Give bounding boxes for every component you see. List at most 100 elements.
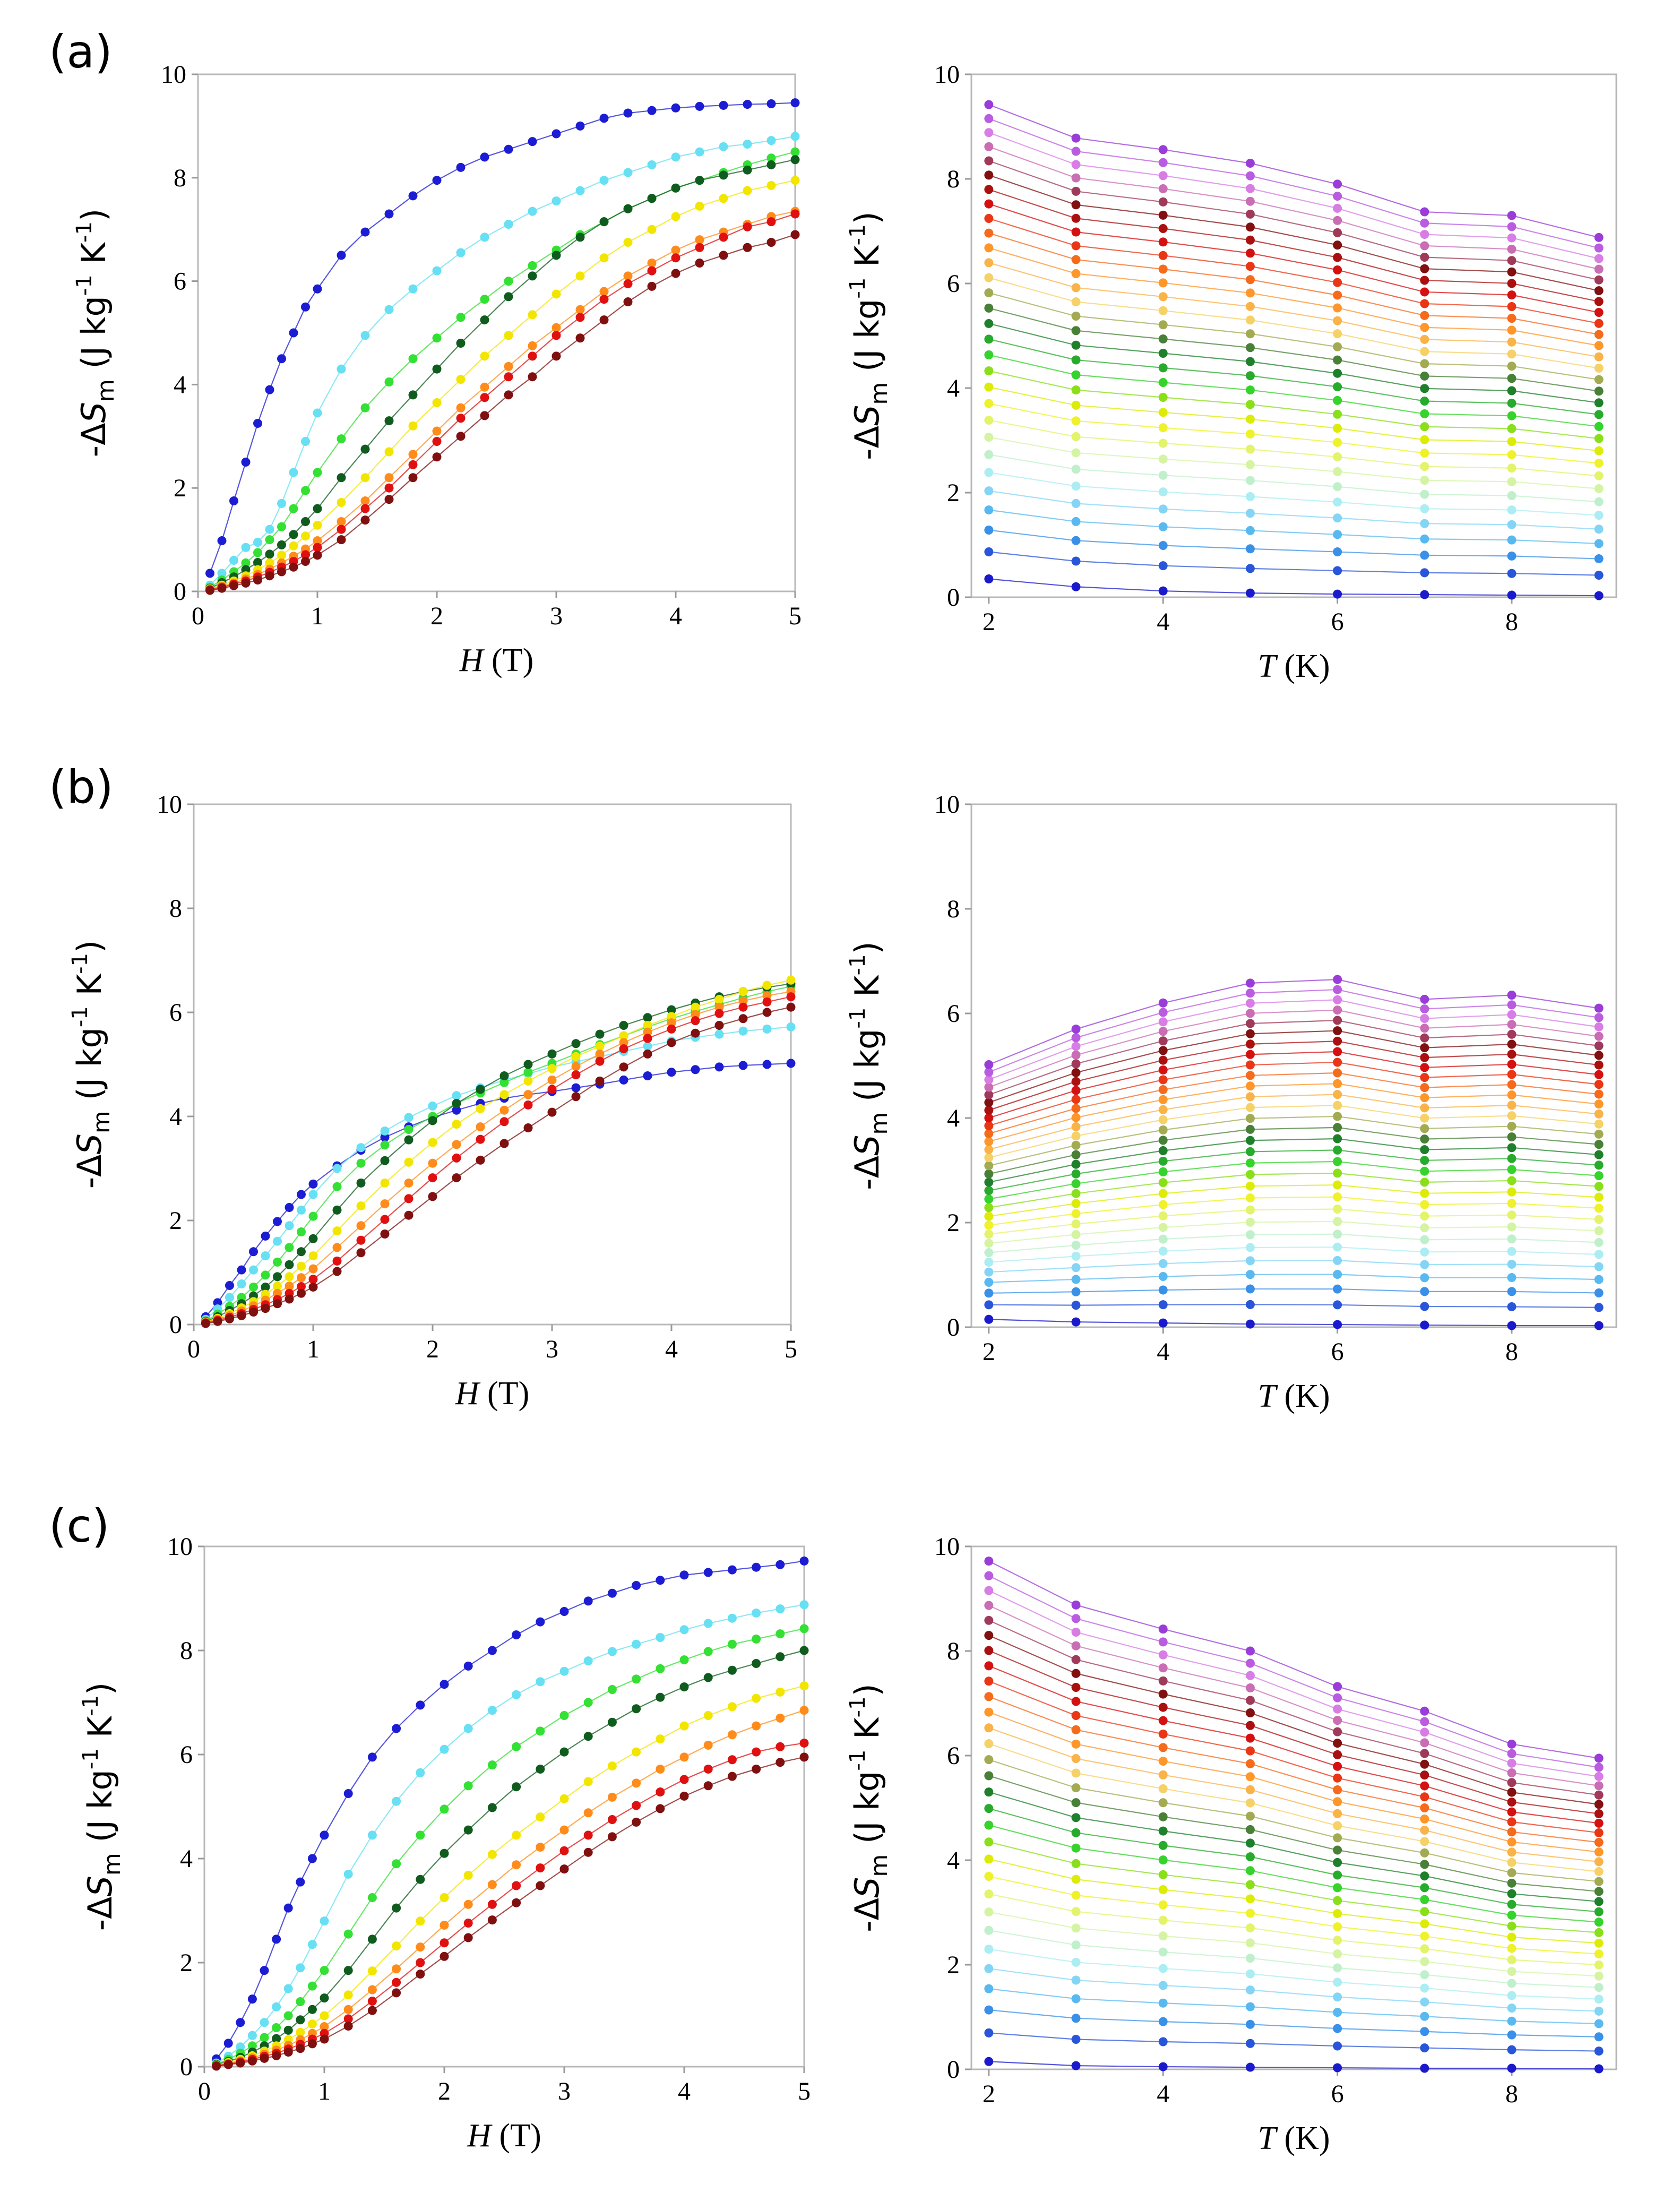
data-point bbox=[1333, 1192, 1342, 1202]
y-tick-label: 2 bbox=[947, 1209, 960, 1237]
data-point bbox=[408, 460, 418, 469]
data-point bbox=[297, 1247, 306, 1257]
data-point bbox=[308, 1282, 318, 1292]
data-point bbox=[647, 106, 657, 115]
data-point bbox=[1333, 1909, 1342, 1919]
data-point bbox=[1245, 1170, 1255, 1179]
data-point bbox=[1507, 1176, 1517, 1185]
data-point bbox=[260, 1966, 269, 1975]
data-point bbox=[1594, 2019, 1604, 2028]
data-point bbox=[984, 1230, 994, 1239]
data-point bbox=[301, 486, 310, 495]
y-tick-label: 0 bbox=[180, 2053, 193, 2081]
series-field-12 bbox=[984, 1168, 1604, 1213]
data-point bbox=[1245, 999, 1255, 1008]
data-point bbox=[762, 1008, 772, 1017]
data-point bbox=[1158, 1689, 1168, 1699]
data-point bbox=[984, 450, 994, 459]
data-point bbox=[1158, 1812, 1168, 1821]
series-field-24 bbox=[984, 1646, 1604, 1819]
data-point bbox=[285, 1294, 294, 1304]
data-point bbox=[1245, 1759, 1255, 1768]
data-point bbox=[1071, 173, 1081, 183]
x-tick-label: 4 bbox=[665, 1335, 678, 1363]
data-point bbox=[1594, 539, 1604, 548]
data-point bbox=[647, 160, 657, 169]
data-point bbox=[595, 1076, 605, 1086]
y-tick-label: 4 bbox=[180, 1845, 193, 1873]
data-point bbox=[583, 1732, 593, 1741]
data-point bbox=[1420, 551, 1429, 560]
data-point bbox=[1333, 265, 1342, 274]
data-point bbox=[623, 204, 633, 213]
data-point bbox=[984, 1601, 994, 1610]
data-point bbox=[313, 543, 322, 552]
data-point bbox=[296, 2015, 305, 2025]
series-field-26 bbox=[984, 156, 1604, 285]
data-point bbox=[1333, 1716, 1342, 1725]
data-point bbox=[984, 1771, 994, 1781]
data-point bbox=[337, 251, 346, 260]
data-point bbox=[984, 319, 994, 328]
data-point bbox=[367, 1935, 377, 1944]
data-point bbox=[1507, 1154, 1517, 1163]
series-line bbox=[988, 247, 1599, 347]
data-point bbox=[1594, 591, 1604, 600]
data-point bbox=[523, 1090, 533, 1099]
series-line bbox=[988, 370, 1599, 440]
data-point bbox=[499, 1078, 509, 1087]
data-point bbox=[1158, 1798, 1168, 1808]
data-point bbox=[738, 1026, 748, 1036]
data-point bbox=[984, 1220, 994, 1230]
data-point bbox=[1333, 316, 1342, 325]
data-point bbox=[1333, 1230, 1342, 1239]
series-line bbox=[988, 551, 1599, 576]
data-point bbox=[656, 1787, 665, 1797]
data-point bbox=[223, 2060, 233, 2069]
data-point bbox=[1245, 1798, 1255, 1808]
data-point bbox=[523, 1123, 533, 1133]
series-line bbox=[988, 1019, 1599, 1096]
data-point bbox=[432, 364, 442, 374]
data-point bbox=[432, 176, 442, 185]
series-line bbox=[988, 1233, 1599, 1253]
series-line bbox=[988, 1696, 1599, 1843]
data-point bbox=[1333, 1057, 1342, 1067]
data-point bbox=[1158, 1964, 1168, 1973]
data-point bbox=[1507, 1273, 1517, 1283]
data-point bbox=[719, 233, 728, 242]
data-point bbox=[1158, 1729, 1168, 1739]
y-tick-label: 2 bbox=[947, 1951, 960, 1979]
data-point bbox=[643, 1049, 652, 1059]
data-point bbox=[1420, 276, 1429, 285]
data-point bbox=[1071, 1655, 1081, 1664]
data-point bbox=[1245, 1985, 1255, 1994]
data-point bbox=[790, 98, 800, 108]
series-field-7 bbox=[984, 1925, 1604, 1992]
data-point bbox=[559, 1711, 569, 1720]
series-field-7 bbox=[984, 1230, 1604, 1258]
data-point bbox=[265, 385, 274, 394]
data-point bbox=[1245, 460, 1255, 469]
data-point bbox=[552, 196, 561, 206]
data-point bbox=[984, 2028, 994, 2037]
data-point bbox=[984, 547, 994, 556]
data-point bbox=[984, 1105, 994, 1115]
data-point bbox=[679, 1752, 689, 1762]
data-point bbox=[984, 170, 994, 180]
data-point bbox=[1420, 1073, 1429, 1082]
data-point bbox=[480, 152, 489, 162]
data-point bbox=[1245, 564, 1255, 573]
data-point bbox=[1507, 463, 1517, 473]
data-point bbox=[428, 1158, 437, 1168]
data-point bbox=[1245, 1256, 1255, 1266]
data-point bbox=[1594, 1182, 1604, 1191]
data-point bbox=[984, 1631, 994, 1640]
data-point bbox=[1071, 1940, 1081, 1950]
data-point bbox=[1245, 492, 1255, 501]
data-point bbox=[1245, 1019, 1255, 1028]
data-point bbox=[1507, 1858, 1517, 1867]
data-point bbox=[599, 176, 609, 185]
data-point bbox=[241, 543, 251, 552]
data-point bbox=[1420, 230, 1429, 239]
